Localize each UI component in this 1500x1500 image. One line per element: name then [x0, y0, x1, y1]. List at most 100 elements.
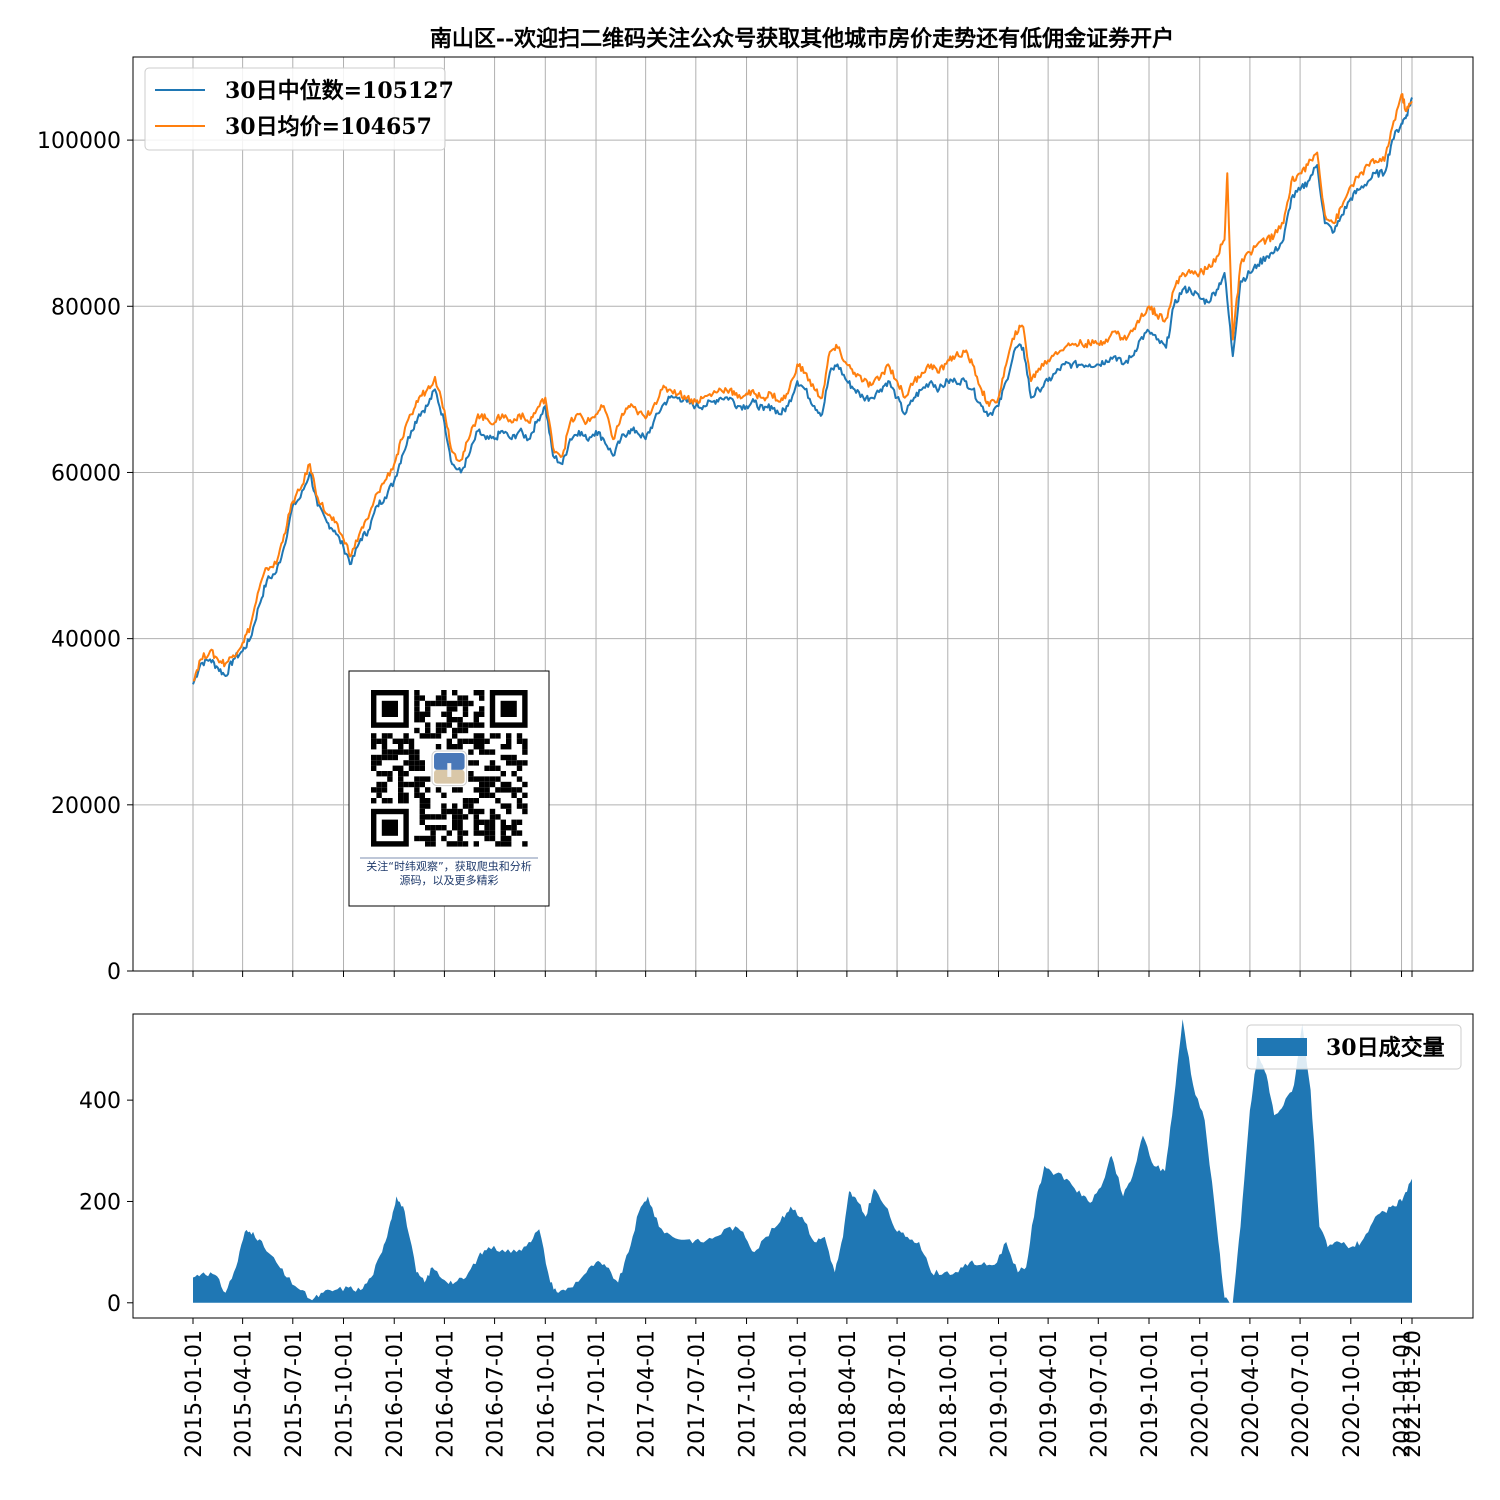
qr-module [452, 690, 458, 696]
qr-module [500, 771, 506, 777]
qr-module [489, 749, 496, 755]
volume-x-tick-label: 2018-10-01 [937, 1330, 962, 1458]
qr-module [419, 695, 425, 701]
qr-module [473, 690, 479, 696]
qr-module [516, 819, 523, 825]
qr-caption-line1: 关注“时纬观察”，获取爬虫和分析 [366, 859, 531, 873]
qr-module [398, 738, 404, 744]
qr-module [462, 695, 469, 701]
qr-module [462, 798, 469, 804]
qr-module [414, 765, 420, 771]
qr-module [484, 765, 490, 771]
qr-module [452, 841, 458, 847]
qr-module [408, 765, 415, 771]
qr-module [452, 819, 458, 825]
qr-module [446, 744, 452, 750]
qr-module [522, 808, 528, 815]
qr-module [381, 744, 388, 750]
qr-module [419, 781, 425, 788]
qr-module [414, 711, 420, 717]
qr-module [522, 803, 528, 809]
qr-module [398, 771, 404, 777]
qr-module [435, 727, 442, 734]
qr-module [516, 733, 523, 739]
qr-module [435, 722, 442, 728]
qr-module [457, 787, 463, 793]
qr-module [495, 814, 501, 820]
qr-card: 关注“时纬观察”，获取爬虫和分析 源码，以及更多精彩 [348, 670, 550, 907]
qr-module [425, 814, 431, 820]
qr-module [430, 841, 436, 847]
qr-module [473, 819, 479, 825]
volume-area [193, 1019, 1412, 1303]
qr-module [511, 792, 517, 798]
qr-module [489, 792, 496, 798]
qr-module [371, 733, 377, 739]
qr-module [371, 798, 377, 804]
main-y-ticks: 0 20000 40000 60000 80000 100000 [37, 129, 133, 985]
qr-module [419, 760, 425, 766]
qr-logo-figure [447, 763, 452, 777]
qr-module [522, 760, 528, 766]
qr-module [387, 771, 393, 777]
main-y-tick-label: 0 [107, 960, 121, 985]
qr-module [506, 754, 512, 761]
volume-series [193, 1019, 1412, 1303]
qr-module [398, 787, 404, 793]
qr-module [462, 803, 469, 809]
qr-module [425, 706, 431, 712]
qr-module [468, 771, 474, 777]
qr-module [495, 798, 501, 804]
qr-module [522, 781, 528, 788]
qr-module [435, 825, 442, 831]
qr-module [473, 711, 479, 717]
qr-finder-core [381, 700, 398, 717]
qr-module [468, 738, 474, 744]
qr-module [414, 749, 420, 755]
qr-module [506, 841, 512, 847]
qr-module [473, 733, 479, 739]
qr-module [462, 814, 469, 820]
qr-module [446, 808, 452, 815]
qr-module [506, 787, 512, 793]
qr-module [446, 717, 452, 723]
volume-x-tick-label: 2018-01-01 [786, 1330, 811, 1458]
qr-module [371, 765, 377, 771]
qr-module [506, 733, 512, 739]
qr-module [408, 781, 415, 788]
qr-module [500, 744, 506, 750]
qr-module [468, 760, 474, 766]
qr-module [387, 749, 393, 755]
qr-module [414, 760, 420, 766]
volume-x-tick-label: 2020-10-01 [1340, 1330, 1365, 1458]
qr-module [468, 776, 474, 782]
qr-module [468, 700, 474, 707]
volume-x-tick-label: 2017-07-01 [685, 1330, 710, 1458]
qr-module [462, 830, 469, 836]
volume-x-tick-label: 2020-04-01 [1239, 1330, 1264, 1458]
qr-module [446, 700, 452, 707]
qr-module [387, 776, 393, 782]
qr-module [441, 792, 447, 798]
qr-module [414, 695, 420, 701]
qr-module [506, 744, 512, 750]
volume-plot-frame [132, 1013, 1474, 1319]
main-plot: 0 20000 40000 60000 80000 100000 [37, 56, 1474, 985]
qr-module [522, 744, 528, 750]
qr-module [457, 830, 463, 836]
qr-module [452, 825, 458, 831]
qr-module [457, 695, 463, 701]
qr-module [371, 738, 377, 744]
qr-module [441, 711, 447, 717]
volume-x-tick-label: 2016-10-01 [534, 1330, 559, 1458]
qr-module [408, 754, 415, 761]
qr-module [408, 744, 415, 750]
qr-module [506, 825, 512, 831]
qr-module [371, 754, 377, 761]
qr-module [489, 814, 496, 820]
qr-module [500, 841, 506, 847]
series-line-mean [192, 93, 1413, 682]
qr-module [425, 835, 431, 842]
qr-module [403, 760, 409, 766]
qr-module [392, 738, 398, 744]
